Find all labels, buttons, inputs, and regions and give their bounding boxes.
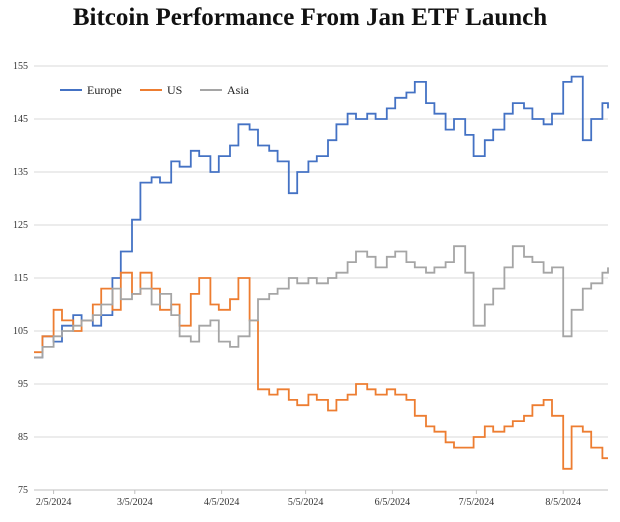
y-tick-label: 135: [13, 167, 28, 178]
y-tick-label: 145: [13, 114, 28, 125]
x-tick-label: 5/5/2024: [288, 497, 324, 508]
x-tick-label: 4/5/2024: [204, 497, 240, 508]
series-line-asia: [34, 245, 609, 359]
y-tick-label: 125: [13, 220, 28, 231]
legend-label-asia: Asia: [227, 83, 250, 97]
x-tick-label: 8/5/2024: [545, 497, 581, 508]
series-line-us: [34, 271, 608, 470]
legend: Europe US Asia: [60, 83, 250, 97]
y-tick-label: 105: [13, 326, 28, 337]
series-line-europe: [34, 75, 609, 359]
x-tick-label: 2/5/2024: [36, 497, 72, 508]
y-tick-label: 95: [18, 379, 28, 390]
y-tick-label: 85: [18, 432, 28, 443]
x-tick-label: 3/5/2024: [117, 497, 153, 508]
y-tick-label: 155: [13, 61, 28, 72]
gridlines: [34, 65, 608, 438]
x-tick-label: 6/5/2024: [375, 497, 411, 508]
y-tick-label: 75: [18, 485, 28, 496]
x-tick-label: 7/5/2024: [459, 497, 495, 508]
series-lines: [34, 75, 609, 470]
y-tick-label: 115: [13, 273, 28, 284]
chart-title: Bitcoin Performance From Jan ETF Launch: [72, 4, 548, 31]
axes: 75 85 95 105 115 125 135 145 155 2/5/2024 3/5/2024…: [13, 61, 608, 508]
legend-label-europe: Europe: [87, 83, 122, 97]
legend-label-us: US: [167, 83, 182, 97]
